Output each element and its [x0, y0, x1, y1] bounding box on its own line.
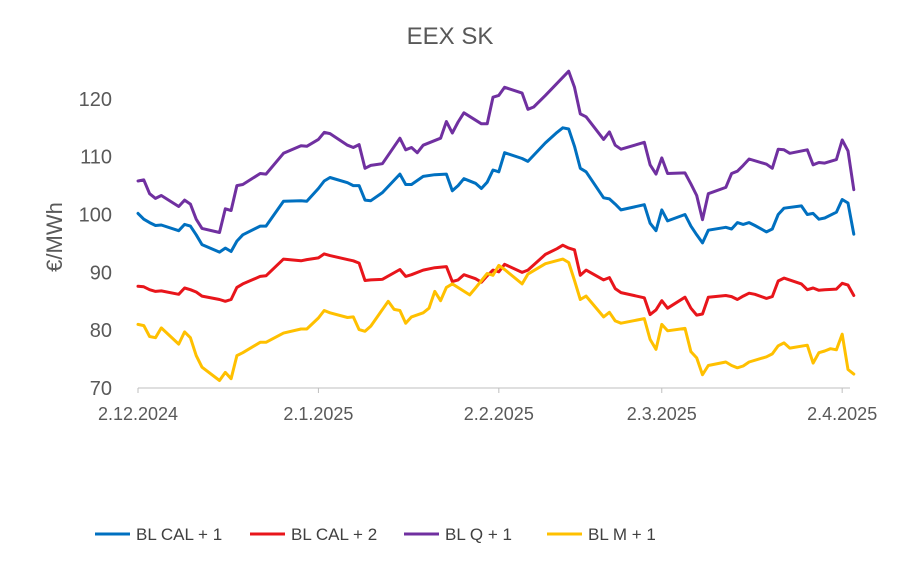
x-tick-label: 2.1.2025	[283, 404, 353, 424]
legend-label: BL Q + 1	[445, 525, 512, 544]
y-tick-label: 120	[79, 89, 112, 111]
chart-title: EEX SK	[407, 23, 494, 50]
y-tick-label: 110	[80, 147, 112, 169]
legend: BL CAL + 1 BL CAL + 2 BL Q + 1 BL M + 1	[95, 525, 656, 544]
x-tick-label: 2.3.2025	[627, 404, 697, 424]
series-line-1	[136, 126, 856, 254]
x-tick-label: 2.4.2025	[807, 404, 877, 424]
legend-label: BL CAL + 1	[136, 525, 222, 544]
x-tick-label: 2.12.2024	[98, 404, 178, 424]
series-line-3	[136, 69, 856, 234]
legend-label: BL CAL + 2	[291, 525, 377, 544]
x-axis-ticks: 2.12.2024 2.1.2025 2.2.2025 2.3.2025 2.4.202…	[98, 388, 877, 424]
x-tick-label: 2.2.2025	[464, 404, 534, 424]
legend-label: BL M + 1	[588, 525, 656, 544]
series-lines	[136, 69, 856, 382]
y-axis-label: €/MWh	[42, 202, 67, 272]
y-tick-label: 70	[90, 378, 112, 400]
series-line-2	[136, 243, 856, 317]
y-tick-label: 100	[79, 205, 112, 227]
y-axis-ticks: 70 80 90 100 110 120	[79, 89, 112, 400]
y-tick-label: 80	[90, 320, 112, 342]
series-line-4	[136, 257, 856, 382]
y-tick-label: 90	[90, 262, 112, 284]
